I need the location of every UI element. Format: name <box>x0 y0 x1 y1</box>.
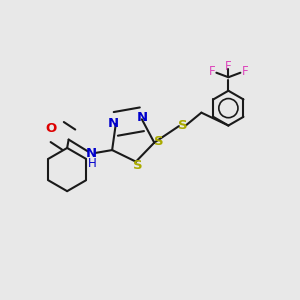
Text: N: N <box>85 147 97 160</box>
Text: S: S <box>178 119 188 132</box>
Text: F: F <box>242 65 248 78</box>
Text: F: F <box>225 60 232 73</box>
Text: H: H <box>88 157 97 170</box>
Text: O: O <box>46 122 57 135</box>
Text: S: S <box>133 159 142 172</box>
Text: N: N <box>108 117 119 130</box>
Text: N: N <box>136 111 147 124</box>
Text: S: S <box>154 135 163 148</box>
Text: F: F <box>208 65 215 78</box>
